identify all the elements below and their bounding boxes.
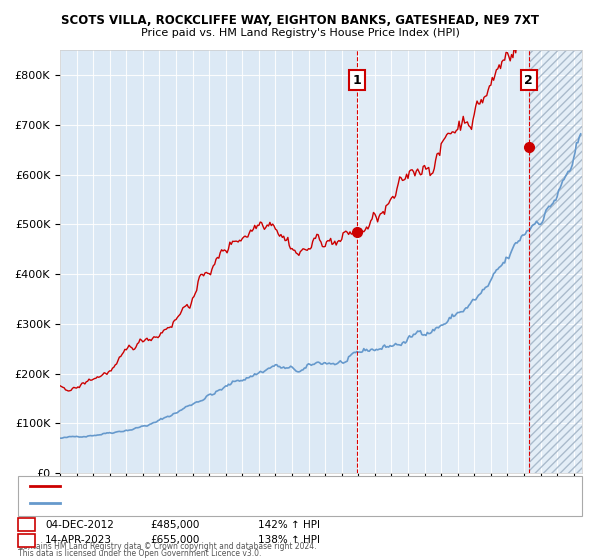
Text: £485,000: £485,000 [150,520,199,530]
Text: 1: 1 [23,520,30,530]
Text: Price paid vs. HM Land Registry's House Price Index (HPI): Price paid vs. HM Land Registry's House … [140,28,460,38]
Text: 04-DEC-2012: 04-DEC-2012 [45,520,114,530]
Text: 14-APR-2023: 14-APR-2023 [45,535,112,545]
Bar [529,50,582,473]
Bar [357,50,529,473]
Text: HPI: Average price, detached house, Gateshead: HPI: Average price, detached house, Gate… [66,498,283,507]
Text: This data is licensed under the Open Government Licence v3.0.: This data is licensed under the Open Gov… [18,549,262,558]
Text: 138% ↑ HPI: 138% ↑ HPI [258,535,320,545]
Text: 2: 2 [524,74,533,87]
Text: Contains HM Land Registry data © Crown copyright and database right 2024.: Contains HM Land Registry data © Crown c… [18,542,317,551]
Text: SCOTS VILLA, ROCKCLIFFE WAY, EIGHTON BANKS, GATESHEAD, NE9 7XT: SCOTS VILLA, ROCKCLIFFE WAY, EIGHTON BAN… [61,14,539,27]
Text: 2: 2 [23,535,30,545]
Text: £655,000: £655,000 [150,535,199,545]
Text: 1: 1 [353,74,361,87]
Text: SCOTS VILLA, ROCKCLIFFE WAY, EIGHTON BANKS, GATESHEAD, NE9 7XT (detached house): SCOTS VILLA, ROCKCLIFFE WAY, EIGHTON BAN… [66,482,473,491]
Bar [529,50,582,473]
Text: 142% ↑ HPI: 142% ↑ HPI [258,520,320,530]
